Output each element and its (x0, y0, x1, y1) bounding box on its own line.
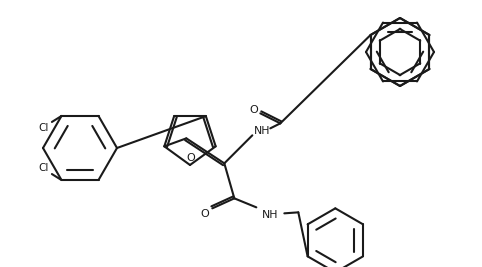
Text: O: O (187, 153, 195, 163)
Text: Cl: Cl (39, 123, 49, 133)
Text: O: O (200, 209, 209, 219)
Text: NH: NH (262, 210, 279, 220)
Text: NH: NH (254, 126, 270, 136)
Text: O: O (249, 105, 258, 115)
Text: Cl: Cl (39, 163, 49, 173)
